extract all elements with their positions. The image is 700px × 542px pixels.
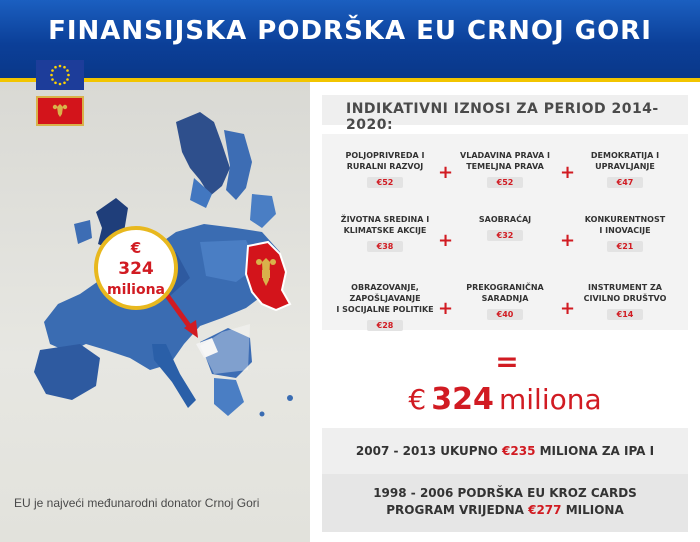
sector-cell: VLADAVINA PRAVA I TEMELJNA PRAVA €52 bbox=[452, 150, 558, 190]
header-banner bbox=[0, 0, 700, 80]
sector-amount: €40 bbox=[486, 309, 524, 320]
page-title: FINANSIJSKA PODRŠKA EU CRNOJ GORI bbox=[48, 16, 652, 46]
total-number: 324 bbox=[431, 382, 494, 417]
amount-badge: € 324 miliona bbox=[94, 226, 178, 310]
sector-cell: KONKURENTNOST I INOVACIJE €21 bbox=[572, 214, 678, 254]
eu-flag-icon bbox=[36, 60, 84, 90]
sector-label-line1: INSTRUMENT ZA bbox=[588, 283, 662, 292]
equals-sign: = bbox=[495, 345, 519, 378]
sector-cell: SAOBRAĆAJ €32 bbox=[452, 214, 558, 243]
sector-label-line2: UPRAVLJANJE bbox=[595, 162, 655, 171]
sector-label-line1: OBRAZOVANJE, ZAPOŠLJAVANJE bbox=[349, 283, 421, 303]
subtitle: INDIKATIVNI IZNOSI ZA PERIOD 2014- 2020: bbox=[346, 101, 659, 133]
ipa-amount: €235 bbox=[502, 444, 536, 458]
sector-amount: €38 bbox=[366, 241, 404, 252]
cards-text-after: MILIONA bbox=[561, 503, 624, 517]
total-amount: € 324 miliona bbox=[322, 382, 688, 417]
ipa-text: 2007 - 2013 UKUPNO €235 MILIONA ZA IPA I bbox=[322, 444, 688, 458]
plus-icon: + bbox=[560, 162, 576, 183]
ipa-band bbox=[322, 428, 688, 474]
sector-label-line2: SAOBRAĆAJ bbox=[478, 215, 532, 224]
sector-amount: €14 bbox=[606, 309, 644, 320]
sector-amount: €52 bbox=[486, 177, 524, 188]
sector-label-line2: I SOCIJALNE POLITIKE bbox=[336, 305, 434, 314]
sector-amount: €28 bbox=[366, 320, 404, 331]
sector-label-line2: CIVILNO DRUŠTVO bbox=[583, 294, 667, 303]
sector-amount: €32 bbox=[486, 230, 524, 241]
plus-icon: + bbox=[560, 230, 576, 251]
sector-label-line2: RURALNI RAZVOJ bbox=[346, 162, 424, 171]
sector-label-line1: DEMOKRATIJA I bbox=[590, 151, 660, 160]
sector-label-line2: TEMELJNA PRAVA bbox=[466, 162, 544, 171]
header-stripe bbox=[0, 78, 700, 82]
cards-line1: 1998 - 2006 PODRŠKA EU KROZ CARDS bbox=[373, 486, 637, 500]
footer-note: EU je najveći međunarodni donator Crnoj … bbox=[14, 496, 260, 510]
sector-label-line1: VLADAVINA PRAVA I bbox=[460, 151, 550, 160]
plus-icon: + bbox=[438, 162, 454, 183]
sector-amount: €47 bbox=[606, 177, 644, 188]
sector-cell: OBRAZOVANJE, ZAPOŠLJAVANJE I SOCIJALNE P… bbox=[332, 282, 438, 333]
sector-label-line1: ŽIVOTNA SREDINA I bbox=[340, 215, 430, 224]
ipa-text-before: 2007 - 2013 UKUPNO bbox=[355, 444, 503, 458]
cards-line2: PROGRAM VRIJEDNA €277 MILIONA bbox=[322, 503, 688, 517]
montenegro-flag-icon bbox=[36, 96, 84, 126]
cards-amount: €277 bbox=[528, 503, 562, 517]
total-unit: miliona bbox=[498, 383, 602, 416]
sector-amount: €21 bbox=[606, 241, 644, 252]
badge-currency: € bbox=[130, 239, 142, 257]
badge-amount: 324 bbox=[118, 259, 154, 279]
sector-cell: PREKOGRANIČNA SARADNJA €40 bbox=[452, 282, 558, 322]
sector-amount: €52 bbox=[366, 177, 404, 188]
sector-label-line1: KONKURENTNOST bbox=[584, 215, 666, 224]
cards-text-before: PROGRAM VRIJEDNA bbox=[386, 503, 529, 517]
sector-cell: ŽIVOTNA SREDINA I KLIMATSKE AKCIJE €38 bbox=[332, 214, 438, 254]
sector-cell: POLJOPRIVREDA I RURALNI RAZVOJ €52 bbox=[332, 150, 438, 190]
sector-label-line1: PREKOGRANIČNA bbox=[466, 283, 544, 292]
ipa-text-after: MILIONA ZA IPA I bbox=[535, 444, 655, 458]
total-currency: € bbox=[408, 383, 427, 416]
badge-unit: miliona bbox=[106, 282, 166, 298]
sector-cell: DEMOKRATIJA I UPRAVLJANJE €47 bbox=[572, 150, 678, 190]
sector-label-line1: POLJOPRIVREDA I bbox=[345, 151, 425, 160]
subtitle-bar bbox=[322, 95, 688, 125]
cards-band bbox=[322, 474, 688, 532]
sector-cell: INSTRUMENT ZA CIVILNO DRUŠTVO €14 bbox=[572, 282, 678, 322]
plus-icon: + bbox=[438, 298, 454, 319]
plus-icon: + bbox=[560, 298, 576, 319]
sector-label-line2: I INOVACIJE bbox=[599, 226, 651, 235]
sector-label-line2: KLIMATSKE AKCIJE bbox=[343, 226, 427, 235]
plus-icon: + bbox=[438, 230, 454, 251]
sector-label-line2: SARADNJA bbox=[481, 294, 529, 303]
